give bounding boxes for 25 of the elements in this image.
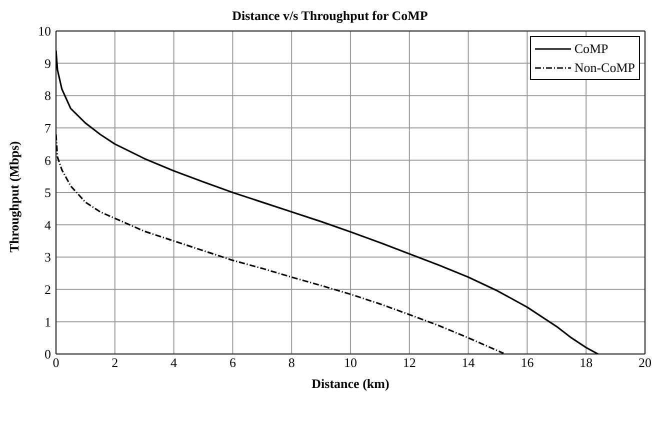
y-axis-title: Throughput (Mbps) xyxy=(6,141,22,252)
chart-title: Distance v/s Throughput for CoMP xyxy=(231,8,429,24)
y-tick-label: 8 xyxy=(44,88,51,104)
x-tick-label: 20 xyxy=(638,355,652,370)
x-tick-label: 8 xyxy=(288,355,295,370)
x-tick-label: 6 xyxy=(229,355,236,370)
legend-label: CoMP xyxy=(574,40,608,58)
x-tick-label: 12 xyxy=(402,355,416,370)
x-tick-label: 4 xyxy=(170,355,178,370)
x-tick-label: 18 xyxy=(580,355,593,370)
x-tick-label: 10 xyxy=(344,355,357,370)
y-tick-label: 4 xyxy=(44,217,52,232)
y-tick-label: 10 xyxy=(38,24,51,39)
y-tick-label: 1 xyxy=(44,314,51,330)
x-axis-title: Distance (km) xyxy=(312,376,390,391)
y-tick-label: 5 xyxy=(44,185,51,200)
legend-label: Non-CoMP xyxy=(574,59,635,77)
x-tick-label: 14 xyxy=(462,355,476,370)
y-tick-label: 3 xyxy=(44,250,51,265)
y-tick-label: 6 xyxy=(44,152,52,168)
y-tick-label: 9 xyxy=(44,56,51,71)
y-tick-label: 7 xyxy=(44,120,52,136)
x-tick-label: 2 xyxy=(112,355,118,370)
x-tick-label: 16 xyxy=(520,355,534,370)
y-tick-label: 2 xyxy=(44,282,51,298)
